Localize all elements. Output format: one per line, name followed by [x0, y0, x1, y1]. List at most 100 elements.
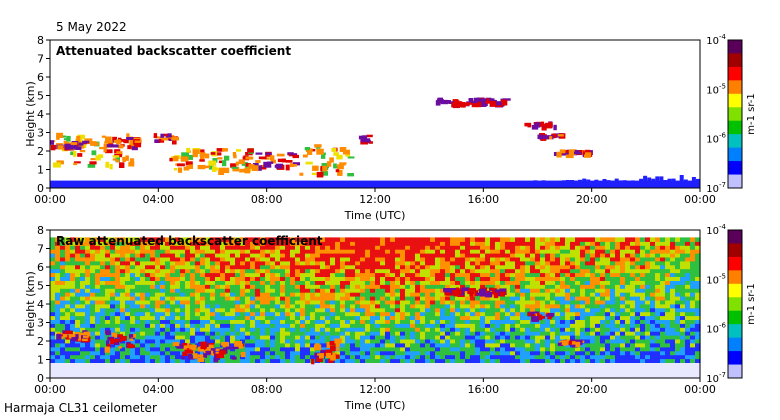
noise-cell — [385, 354, 391, 360]
noise-cell — [270, 374, 276, 379]
noise-cell — [605, 311, 611, 317]
noise-cell — [110, 245, 116, 250]
noise-cell — [470, 346, 476, 352]
noise-cell — [510, 292, 516, 297]
noise-cell — [295, 354, 301, 360]
noise-cell — [515, 366, 521, 371]
noise-cell — [360, 292, 366, 297]
noise-cell — [150, 268, 156, 274]
noise-cell — [155, 311, 161, 317]
instrument-label: Harmaja CL31 ceilometer — [4, 401, 157, 415]
noise-cell — [420, 284, 426, 289]
noise-cell — [445, 237, 451, 242]
noise-cell — [195, 370, 201, 375]
noise-cell — [225, 237, 231, 242]
noise-cell — [270, 323, 276, 328]
noise-cell — [555, 280, 561, 285]
noise-cell — [195, 331, 201, 336]
noise-cell — [560, 272, 566, 277]
noise-cell — [160, 335, 166, 340]
noise-cell — [295, 280, 301, 285]
noise-cell — [345, 350, 351, 356]
noise-cell — [185, 307, 191, 313]
backscatter-cell — [91, 150, 97, 156]
noise-cell — [515, 374, 521, 379]
backscatter-cell — [329, 157, 334, 163]
noise-cell — [100, 256, 106, 262]
backscatter-cell — [465, 102, 470, 106]
noise-cell — [455, 303, 461, 309]
noise-cell — [135, 249, 141, 254]
noise-cell — [460, 253, 466, 258]
noise-cell — [175, 311, 181, 317]
noise-cell — [635, 315, 641, 320]
noise-cell — [235, 370, 241, 375]
noise-cell — [270, 245, 276, 250]
noise-cell — [315, 284, 321, 289]
noise-cell — [525, 272, 531, 277]
noise-cell — [185, 315, 191, 320]
noise-cell — [245, 276, 251, 281]
noise-cell — [60, 256, 66, 262]
noise-cell — [55, 292, 61, 297]
noise-cell — [515, 288, 521, 293]
noise-cell — [310, 323, 316, 328]
noise-cell — [585, 366, 591, 371]
ground-spike — [119, 181, 124, 183]
noise-cell — [155, 280, 161, 285]
noise-cell — [370, 241, 376, 246]
noise-cell — [80, 370, 86, 375]
noise-cell — [395, 253, 401, 258]
noise-cell — [115, 374, 121, 379]
noise-cell — [520, 241, 526, 246]
noise-cell — [260, 264, 266, 270]
noise-cell — [490, 237, 496, 242]
noise-cell — [210, 323, 216, 328]
noise-cell — [460, 284, 466, 289]
noise-cell — [90, 299, 96, 305]
noise-cell — [215, 374, 221, 379]
noise-cell — [150, 366, 156, 371]
noise-cell — [290, 276, 296, 281]
noise-cell — [345, 280, 351, 285]
noise-cell — [155, 241, 161, 246]
noise-cell — [625, 346, 631, 352]
ground-spike — [517, 182, 522, 183]
noise-cell — [635, 272, 641, 277]
noise-cell — [340, 253, 346, 258]
backscatter-cell — [160, 133, 165, 138]
noise-cell — [65, 256, 71, 262]
noise-cell — [640, 284, 646, 289]
noise-cell — [625, 303, 631, 309]
noise-background — [50, 237, 701, 379]
noise-cell — [380, 370, 386, 375]
noise-cell — [430, 249, 436, 254]
noise-cell — [190, 249, 196, 254]
noise-cell — [415, 237, 421, 242]
noise-cell — [530, 338, 536, 344]
noise-cell — [100, 374, 106, 379]
noise-cell — [335, 299, 341, 305]
noise-cell — [295, 362, 301, 367]
backscatter-cell — [299, 172, 304, 176]
backscatter-cell — [339, 162, 347, 165]
noise-cell — [365, 268, 371, 274]
noise-cell — [380, 319, 386, 324]
noise-cell — [520, 299, 526, 305]
noise-cell — [85, 346, 91, 352]
noise-cell — [365, 249, 371, 254]
noise-cell — [555, 354, 561, 360]
noise-cell — [190, 296, 196, 301]
noise-cell — [375, 284, 381, 289]
backscatter-cell — [258, 156, 267, 160]
noise-cell — [115, 354, 121, 360]
noise-cell — [280, 292, 286, 297]
noise-cell — [255, 260, 261, 266]
noise-cell — [595, 354, 601, 360]
noise-cell — [355, 307, 361, 313]
noise-cell — [220, 338, 226, 344]
noise-cell — [590, 260, 596, 266]
noise-cell — [190, 237, 196, 242]
noise-cell — [405, 370, 411, 375]
noise-cell — [125, 303, 131, 309]
